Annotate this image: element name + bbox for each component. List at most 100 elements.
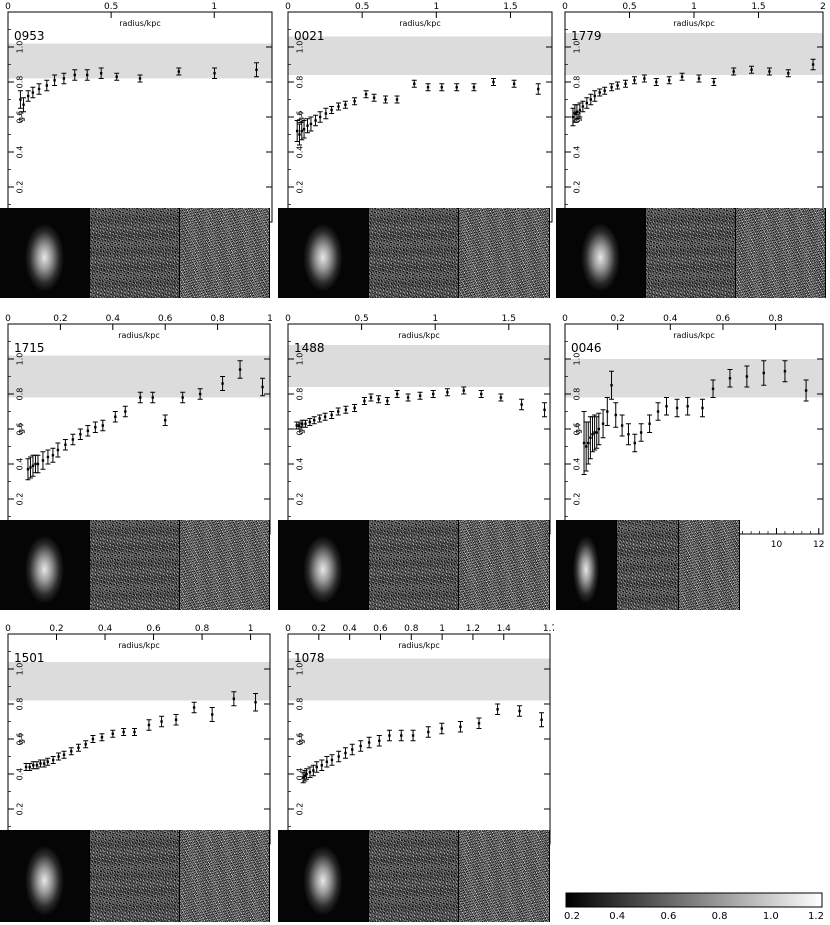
data-point	[439, 83, 445, 92]
galaxy-image	[556, 520, 617, 610]
x2-tick-label: 1	[248, 624, 254, 634]
data-point	[62, 439, 68, 451]
data-point	[632, 433, 638, 453]
y-tick-label: 0.8	[296, 698, 305, 711]
data-point	[535, 83, 541, 95]
reference-band	[8, 355, 270, 398]
x2-tick-label: 0.6	[146, 624, 161, 634]
colour-map-image	[736, 208, 825, 298]
x2-tick-label: 0.5	[354, 314, 368, 324]
data-point	[313, 114, 319, 127]
x2-tick-label: 0.2	[53, 314, 67, 324]
data-point	[425, 83, 431, 92]
y-tick-label: 0.8	[296, 388, 305, 401]
data-point	[461, 386, 467, 395]
data-point	[90, 735, 96, 743]
x2-tick-label: 0.2	[610, 314, 624, 324]
residual-image	[368, 830, 459, 922]
colour-map-image	[459, 830, 549, 922]
data-point	[352, 404, 358, 412]
data-point	[803, 379, 809, 402]
residual-image	[368, 208, 459, 298]
data-point	[311, 416, 317, 425]
y-tick-label: 1.0	[296, 41, 305, 54]
galaxy-id-label: 0021	[294, 29, 325, 43]
data-point	[602, 86, 608, 95]
y-tick-label: 0.2	[16, 493, 25, 506]
residual-image	[617, 520, 678, 610]
plot-frame	[564, 323, 824, 535]
data-point	[55, 442, 61, 458]
reference-band	[565, 359, 823, 398]
y-tick-label: 0.8	[16, 698, 25, 711]
data-point	[329, 411, 335, 419]
data-point	[61, 72, 67, 85]
y-tick-label: 1.0	[296, 663, 305, 676]
galaxy-id-label: 0046	[571, 341, 602, 355]
data-point	[21, 97, 27, 113]
data-point	[430, 390, 436, 398]
x2-tick-label: 0	[562, 2, 568, 12]
data-point	[191, 701, 197, 714]
top-axis-label: radius/kpc	[399, 19, 441, 28]
data-point	[212, 67, 218, 79]
data-point	[592, 414, 598, 451]
data-point	[237, 360, 243, 379]
data-point	[85, 425, 91, 437]
chart-1715: 024681000.20.40.60.810.20.40.60.81.0g-ir…	[5, 314, 273, 550]
data-point	[495, 703, 501, 715]
data-point	[30, 761, 36, 770]
data-point	[371, 93, 377, 102]
data-point	[317, 111, 323, 123]
data-point	[110, 729, 116, 738]
data-point	[679, 72, 685, 81]
data-point	[619, 414, 625, 437]
data-point	[25, 458, 31, 481]
galaxy-id-label: 1715	[14, 341, 45, 355]
galaxy-image-strip-1779	[556, 208, 826, 298]
galaxy-image-strip-1715	[0, 520, 270, 610]
data-point	[343, 405, 349, 414]
data-point	[577, 102, 583, 118]
reference-band	[565, 33, 823, 75]
data-point	[92, 421, 98, 433]
data-point	[342, 747, 348, 759]
data-point	[615, 81, 621, 90]
y-tick-label: 0.2	[16, 803, 25, 816]
data-point	[75, 743, 81, 752]
data-point	[439, 722, 445, 735]
y-tick-label: 0.4	[296, 458, 305, 471]
data-point	[539, 712, 545, 728]
data-point	[444, 388, 450, 397]
data-point	[253, 62, 259, 78]
y-tick-label: 0.6	[573, 423, 582, 436]
data-point	[34, 761, 40, 770]
top-axis-label: radius/kpc	[398, 641, 440, 650]
data-point	[322, 412, 328, 421]
x2-tick-label: 0	[5, 314, 11, 324]
top-axis-label: radius/kpc	[118, 641, 160, 650]
y-tick-label: 1.0	[573, 41, 582, 54]
data-point	[589, 416, 595, 453]
data-point	[137, 74, 143, 83]
data-point	[83, 740, 89, 749]
y-tick-label: 0.2	[296, 493, 305, 506]
data-point	[17, 90, 23, 109]
x2-tick-label: 0.8	[210, 314, 225, 324]
galaxy-image	[0, 520, 89, 610]
data-point	[324, 756, 330, 768]
data-point	[122, 405, 128, 418]
colorbar-tick-label: 0.6	[660, 911, 676, 922]
data-point	[296, 123, 302, 146]
data-point	[121, 728, 127, 736]
x2-tick-label: 0.2	[49, 624, 63, 634]
data-point	[329, 106, 335, 114]
data-point	[727, 369, 733, 388]
data-point	[35, 454, 41, 474]
data-point	[476, 717, 482, 729]
colorbar-gradient	[565, 892, 823, 908]
data-point	[150, 391, 156, 404]
y-axis-label: g-i	[17, 112, 26, 122]
data-point	[176, 67, 182, 76]
data-point	[299, 121, 305, 141]
